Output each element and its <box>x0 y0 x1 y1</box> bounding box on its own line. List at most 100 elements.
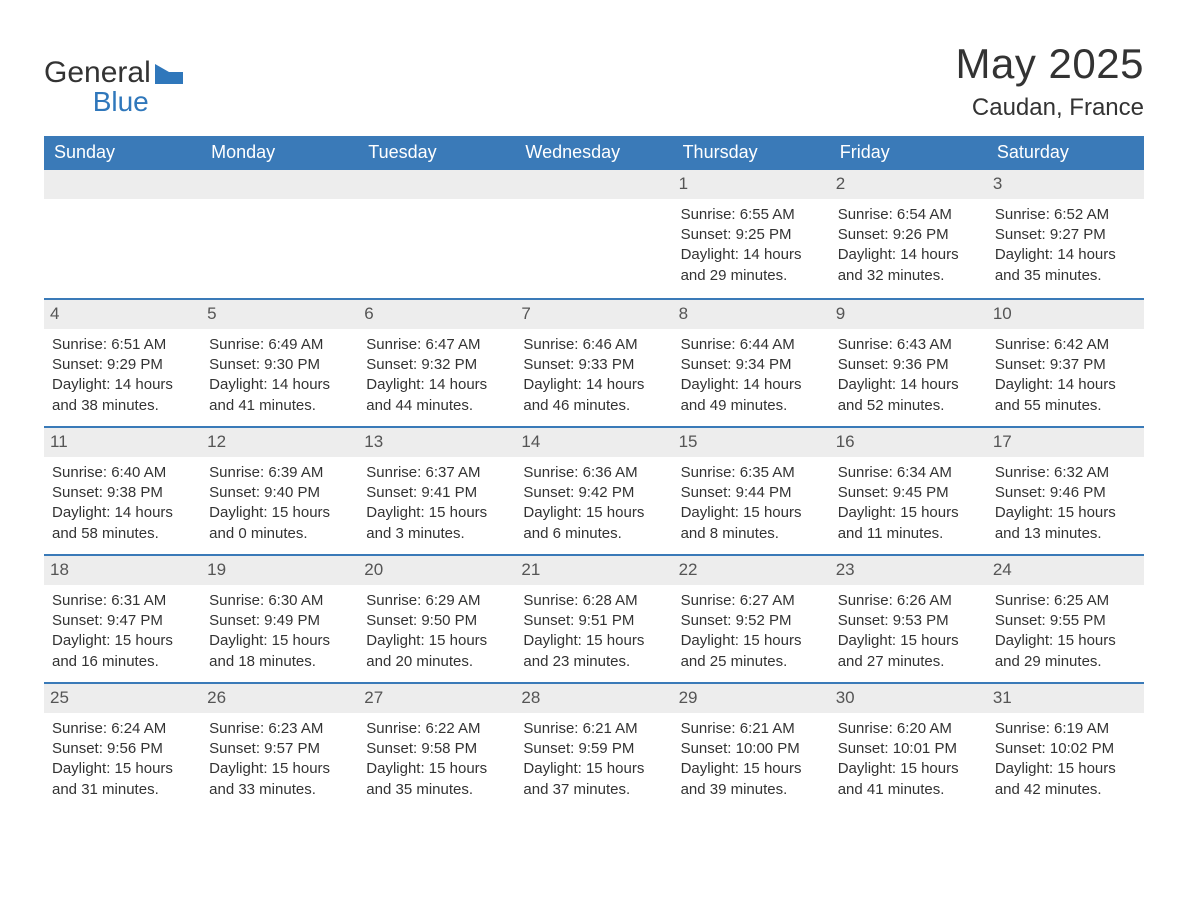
location: Caudan, France <box>956 94 1144 122</box>
weekday-label: Sunday <box>44 136 201 170</box>
day-cell: 20Sunrise: 6:29 AMSunset: 9:50 PMDayligh… <box>358 556 515 682</box>
sunset-line: Sunset: 9:26 PM <box>838 225 979 245</box>
week-row: 4Sunrise: 6:51 AMSunset: 9:29 PMDaylight… <box>44 298 1144 426</box>
dl1-line: Daylight: 14 hours <box>52 375 193 395</box>
dl1-line: Daylight: 14 hours <box>995 375 1136 395</box>
sunrise-line: Sunrise: 6:54 AM <box>838 205 979 225</box>
dl2-line: and 6 minutes. <box>523 524 664 544</box>
day-cell: 12Sunrise: 6:39 AMSunset: 9:40 PMDayligh… <box>201 428 358 554</box>
day-cell <box>44 170 201 298</box>
sunrise-line: Sunrise: 6:52 AM <box>995 205 1136 225</box>
sunset-line: Sunset: 9:52 PM <box>681 611 822 631</box>
weekday-label: Tuesday <box>358 136 515 170</box>
day-number: 8 <box>673 300 830 329</box>
dl1-line: Daylight: 14 hours <box>209 375 350 395</box>
sunrise-line: Sunrise: 6:47 AM <box>366 335 507 355</box>
dl1-line: Daylight: 15 hours <box>681 631 822 651</box>
day-cell: 24Sunrise: 6:25 AMSunset: 9:55 PMDayligh… <box>987 556 1144 682</box>
sunset-line: Sunset: 9:29 PM <box>52 355 193 375</box>
sunset-line: Sunset: 9:47 PM <box>52 611 193 631</box>
sunrise-line: Sunrise: 6:32 AM <box>995 463 1136 483</box>
day-cell: 21Sunrise: 6:28 AMSunset: 9:51 PMDayligh… <box>515 556 672 682</box>
day-number: 24 <box>987 556 1144 585</box>
day-cell: 29Sunrise: 6:21 AMSunset: 10:00 PMDaylig… <box>673 684 830 810</box>
day-cell: 11Sunrise: 6:40 AMSunset: 9:38 PMDayligh… <box>44 428 201 554</box>
day-number: 2 <box>830 170 987 199</box>
dl1-line: Daylight: 15 hours <box>366 759 507 779</box>
dl2-line: and 3 minutes. <box>366 524 507 544</box>
sunset-line: Sunset: 9:46 PM <box>995 483 1136 503</box>
dl2-line: and 20 minutes. <box>366 652 507 672</box>
dl2-line: and 39 minutes. <box>681 780 822 800</box>
day-number: 20 <box>358 556 515 585</box>
sunset-line: Sunset: 9:34 PM <box>681 355 822 375</box>
day-cell: 25Sunrise: 6:24 AMSunset: 9:56 PMDayligh… <box>44 684 201 810</box>
dl1-line: Daylight: 15 hours <box>681 503 822 523</box>
brand-name-bottom: Blue <box>44 86 151 118</box>
dl2-line: and 52 minutes. <box>838 396 979 416</box>
week-row: 25Sunrise: 6:24 AMSunset: 9:56 PMDayligh… <box>44 682 1144 810</box>
weekday-header: SundayMondayTuesdayWednesdayThursdayFrid… <box>44 136 1144 170</box>
day-cell: 14Sunrise: 6:36 AMSunset: 9:42 PMDayligh… <box>515 428 672 554</box>
sunset-line: Sunset: 9:53 PM <box>838 611 979 631</box>
sunrise-line: Sunrise: 6:26 AM <box>838 591 979 611</box>
dl2-line: and 32 minutes. <box>838 266 979 286</box>
dl1-line: Daylight: 15 hours <box>52 631 193 651</box>
day-cell: 31Sunrise: 6:19 AMSunset: 10:02 PMDaylig… <box>987 684 1144 810</box>
day-number: 5 <box>201 300 358 329</box>
day-cell: 2 Sunrise: 6:54 AMSunset: 9:26 PMDaylight… <box>830 170 987 298</box>
day-number: 21 <box>515 556 672 585</box>
sunrise-line: Sunrise: 6:31 AM <box>52 591 193 611</box>
day-number <box>515 170 672 199</box>
day-number: 11 <box>44 428 201 457</box>
sunset-line: Sunset: 10:01 PM <box>838 739 979 759</box>
dl1-line: Daylight: 15 hours <box>366 503 507 523</box>
dl2-line: and 25 minutes. <box>681 652 822 672</box>
dl1-line: Daylight: 14 hours <box>681 375 822 395</box>
day-number: 13 <box>358 428 515 457</box>
day-number <box>358 170 515 199</box>
sunset-line: Sunset: 10:02 PM <box>995 739 1136 759</box>
sunrise-line: Sunrise: 6:36 AM <box>523 463 664 483</box>
sunrise-line: Sunrise: 6:30 AM <box>209 591 350 611</box>
dl2-line: and 55 minutes. <box>995 396 1136 416</box>
day-cell: 19Sunrise: 6:30 AMSunset: 9:49 PMDayligh… <box>201 556 358 682</box>
dl1-line: Daylight: 14 hours <box>838 245 979 265</box>
sunset-line: Sunset: 9:56 PM <box>52 739 193 759</box>
sunrise-line: Sunrise: 6:44 AM <box>681 335 822 355</box>
weeks-container: 1Sunrise: 6:55 AMSunset: 9:25 PMDaylight… <box>44 170 1144 810</box>
dl2-line: and 41 minutes. <box>209 396 350 416</box>
day-number: 27 <box>358 684 515 713</box>
sunrise-line: Sunrise: 6:40 AM <box>52 463 193 483</box>
dl2-line: and 29 minutes. <box>681 266 822 286</box>
sunrise-line: Sunrise: 6:55 AM <box>681 205 822 225</box>
sunset-line: Sunset: 9:32 PM <box>366 355 507 375</box>
dl1-line: Daylight: 15 hours <box>995 631 1136 651</box>
dl2-line: and 16 minutes. <box>52 652 193 672</box>
brand-name-top: General <box>44 56 151 89</box>
sunrise-line: Sunrise: 6:37 AM <box>366 463 507 483</box>
dl1-line: Daylight: 14 hours <box>52 503 193 523</box>
sunrise-line: Sunrise: 6:20 AM <box>838 719 979 739</box>
sunset-line: Sunset: 9:37 PM <box>995 355 1136 375</box>
day-number: 7 <box>515 300 672 329</box>
dl2-line: and 38 minutes. <box>52 396 193 416</box>
sunset-line: Sunset: 9:57 PM <box>209 739 350 759</box>
dl2-line: and 44 minutes. <box>366 396 507 416</box>
sunset-line: Sunset: 9:50 PM <box>366 611 507 631</box>
day-number: 4 <box>44 300 201 329</box>
day-cell: 15Sunrise: 6:35 AMSunset: 9:44 PMDayligh… <box>673 428 830 554</box>
day-number: 10 <box>987 300 1144 329</box>
title-block: May 2025 Caudan, France <box>956 40 1144 122</box>
day-number: 6 <box>358 300 515 329</box>
sunrise-line: Sunrise: 6:35 AM <box>681 463 822 483</box>
sunrise-line: Sunrise: 6:19 AM <box>995 719 1136 739</box>
day-cell: 5Sunrise: 6:49 AMSunset: 9:30 PMDaylight… <box>201 300 358 426</box>
sunset-line: Sunset: 9:30 PM <box>209 355 350 375</box>
day-number: 3 <box>987 170 1144 199</box>
dl2-line: and 49 minutes. <box>681 396 822 416</box>
sunset-line: Sunset: 9:25 PM <box>681 225 822 245</box>
day-number: 25 <box>44 684 201 713</box>
day-cell: 27Sunrise: 6:22 AMSunset: 9:58 PMDayligh… <box>358 684 515 810</box>
dl2-line: and 35 minutes. <box>995 266 1136 286</box>
